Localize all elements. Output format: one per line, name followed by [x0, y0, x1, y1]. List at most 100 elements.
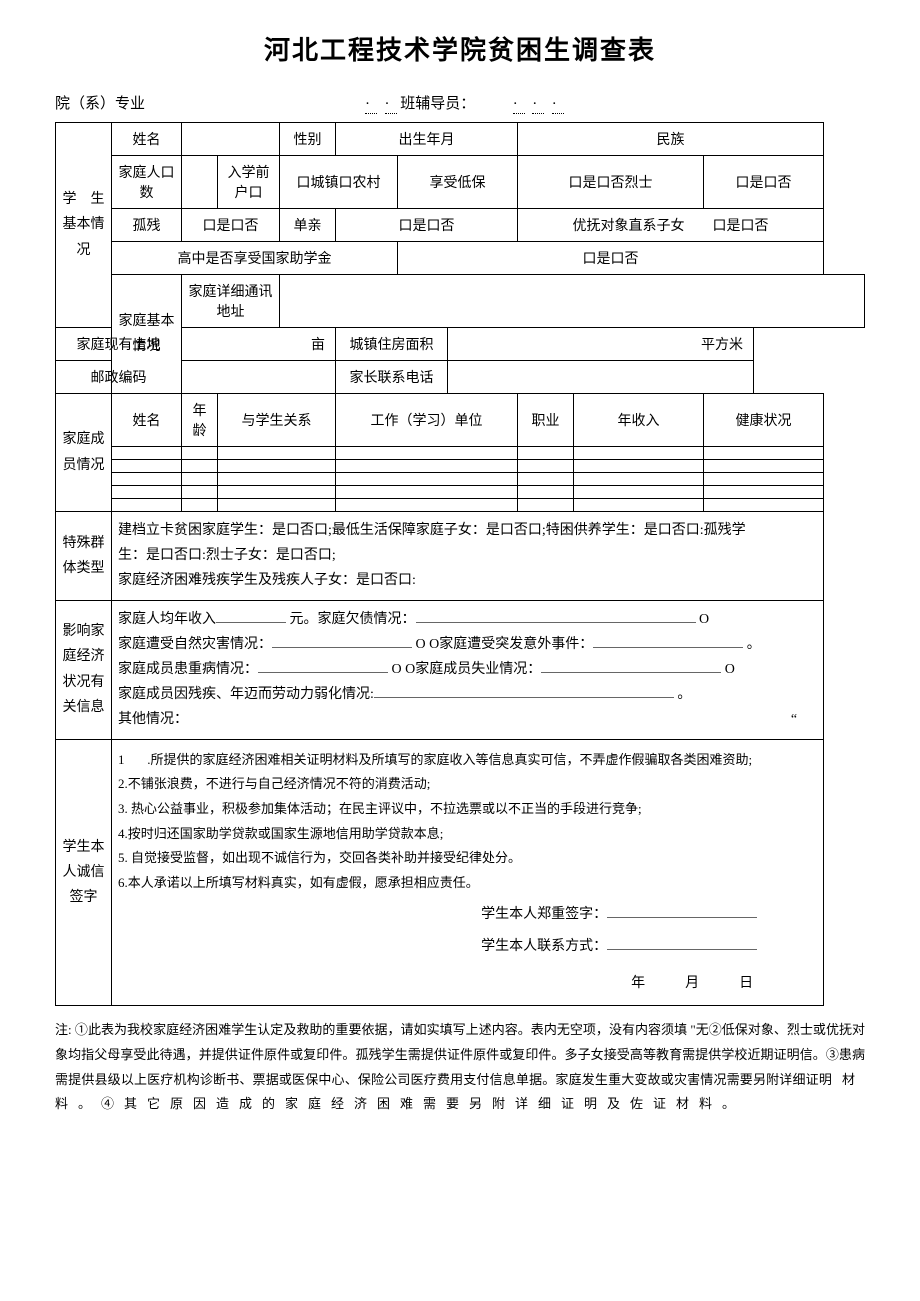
footnote: 注: ①此表为我校家庭经济困难学生认定及救助的重要依据，请如实填写上述内容。表内…: [55, 1018, 865, 1117]
table-row: 学生本人诚信签字 1 .所提供的家庭经济困难相关证明材料及所填写的家庭收入等信息…: [56, 739, 865, 1006]
s5-dot4: 。: [677, 687, 691, 702]
s5-dot2: 。: [747, 637, 761, 652]
section3-label: 家庭成员情况: [56, 394, 112, 512]
col-occupation: 职业: [518, 394, 574, 447]
unit-sqm: 平方米: [448, 328, 754, 361]
label-gender: 性别: [280, 123, 336, 156]
s5-o1: O: [699, 612, 709, 627]
label-house: 城镇住房面积: [336, 328, 448, 361]
field-address[interactable]: [280, 275, 865, 328]
s5-l4: 家庭成员因残疾、年迈而劳动力弱化情况:: [118, 687, 374, 702]
table-row: 邮政编码 家长联系电话: [56, 361, 865, 394]
label-gaozhong: 高中是否享受国家助学金: [112, 242, 398, 275]
s4-line2: 生：是口否口:烈士子女：是口否口;: [118, 543, 817, 568]
sig2-field[interactable]: [607, 949, 757, 950]
label-phone: 家长联系电话: [336, 361, 448, 394]
dot: ·: [552, 96, 564, 114]
s6-i6: 6.本人承诺以上所填写材料真实，如有虚假，愿承担相应责任。: [118, 871, 817, 896]
unit-mu: 亩: [182, 328, 336, 361]
label-youfu[interactable]: 优抚对象直系子女 口是口否: [518, 209, 824, 242]
field-phone[interactable]: [448, 361, 754, 394]
s6-i5: 5. 自觉接受监督，如出现不诚信行为，交回各类补助并接受纪律处分。: [118, 846, 817, 871]
s4-line1: 建档立卡贫困家庭学生：是口否口;最低生活保障家庭子女：是口否口;特困供养学生：是…: [118, 518, 817, 543]
table-row: 家庭人口数 入学前户口 口城镇口农村 享受低保 口是口否烈士 口是口否: [56, 156, 865, 209]
opt-yesno[interactable]: 口是口否: [704, 156, 824, 209]
section6-label: 学生本人诚信签字: [56, 739, 112, 1006]
opt-gaozhong[interactable]: 口是口否: [398, 242, 824, 275]
sig1-label: 学生本人郑重签字：: [481, 907, 607, 922]
s5-o2: O: [416, 637, 426, 652]
col-name: 姓名: [112, 394, 182, 447]
table-row: 家庭成员情况 姓名 年龄 与学生关系 工作（学习）单位 职业 年收入 健康状况: [56, 394, 865, 447]
s5-l3a: 家庭成员患重病情况：: [118, 662, 258, 677]
dot: ·: [513, 96, 525, 114]
main-table: 学 生基本情况 姓名 性别 出生年月 民族 家庭人口数 入学前户口 口城镇口农村…: [55, 122, 865, 1006]
s4-line3: 家庭经济困难残疾学生及残疾人子女：是口否口:: [118, 568, 817, 593]
label-orphan: 孤残: [112, 209, 182, 242]
section4-label: 特殊群体类型: [56, 512, 112, 601]
dot: ·: [385, 96, 397, 114]
label-hukou: 入学前户口: [218, 156, 280, 209]
label-postcode: 邮政编码: [56, 361, 182, 394]
table-row[interactable]: [56, 447, 865, 460]
section1-label: 学 生基本情况: [56, 123, 112, 328]
date-row[interactable]: 年 月 日: [118, 971, 817, 998]
table-row: 特殊群体类型 建档立卡贫困家庭学生：是口否口;最低生活保障家庭子女：是口否口;特…: [56, 512, 865, 601]
col-age: 年龄: [182, 394, 218, 447]
col-income: 年收入: [574, 394, 704, 447]
field-postcode[interactable]: [182, 361, 336, 394]
s6-i1pre: 1: [118, 752, 125, 767]
s6-i1: .所提供的家庭经济困难相关证明材料及所填写的家庭收入等信息真实可信，不弄虚作假骗…: [147, 752, 752, 767]
table-row[interactable]: [56, 486, 865, 499]
sig2-label: 学生本人联系方式：: [481, 939, 607, 954]
field-family-count[interactable]: [182, 156, 218, 209]
opt-single[interactable]: 口是口否: [336, 209, 518, 242]
section6-content: 1 .所提供的家庭经济困难相关证明材料及所填写的家庭收入等信息真实可信，不弄虚作…: [112, 739, 824, 1006]
dot: ·: [365, 96, 377, 114]
s5-l3b: O家庭成员失业情况：: [405, 662, 541, 677]
page-title: 河北工程技术学院贫困生调查表: [55, 30, 865, 67]
field-name[interactable]: [182, 123, 280, 156]
table-row[interactable]: [56, 499, 865, 512]
s5-o3b: O: [725, 662, 735, 677]
label-birth: 出生年月: [336, 123, 518, 156]
dept-label: 院（系）专业: [55, 96, 145, 112]
label-family-count: 家庭人口数: [112, 156, 182, 209]
table-row: 家庭现有土地 亩 城镇住房面积 平方米: [56, 328, 865, 361]
label-name: 姓名: [112, 123, 182, 156]
table-row: 影响家庭经济状况有关信息 家庭人均年收入 元。家庭欠债情况： O 家庭遭受自然灾…: [56, 600, 865, 739]
fn-prefix: 注:: [55, 1022, 75, 1037]
table-row: 学 生基本情况 姓名 性别 出生年月 民族: [56, 123, 865, 156]
table-row[interactable]: [56, 460, 865, 473]
table-row: 高中是否享受国家助学金 口是口否: [56, 242, 865, 275]
opt-orphan[interactable]: 口是口否: [182, 209, 280, 242]
label-single: 单亲: [280, 209, 336, 242]
header-line: 院（系）专业 · · 班辅导员： · · ·: [55, 92, 865, 114]
col-relation: 与学生关系: [218, 394, 336, 447]
dot: ·: [532, 96, 544, 114]
table-row[interactable]: [56, 473, 865, 486]
s5-l5: 其他情况：: [118, 707, 188, 732]
section5-content[interactable]: 家庭人均年收入 元。家庭欠债情况： O 家庭遭受自然灾害情况： O O家庭遭受突…: [112, 600, 824, 739]
s5-l2a: 家庭遭受自然灾害情况：: [118, 637, 272, 652]
s5-l2b: O家庭遭受突发意外事件：: [429, 637, 593, 652]
s6-i3: 3. 热心公益事业，积极参加集体活动；在民主评议中，不拉选票或以不正当的手段进行…: [118, 797, 817, 822]
table-row: 家庭基本情况 家庭详细通讯地址: [56, 275, 865, 328]
s5-l1a: 家庭人均年收入: [118, 612, 216, 627]
label-dibao: 享受低保: [398, 156, 518, 209]
label-nation: 民族: [518, 123, 824, 156]
section5-label: 影响家庭经济状况有关信息: [56, 600, 112, 739]
s6-i4: 4.按时归还国家助学贷款或国家生源地信用助学贷款本息;: [118, 822, 817, 847]
s6-i2: 2.不铺张浪费，不进行与自己经济情况不符的消费活动;: [118, 772, 817, 797]
label-address: 家庭详细通讯地址: [182, 275, 280, 328]
opt-hukou[interactable]: 口城镇口农村: [280, 156, 398, 209]
col-workplace: 工作（学习）单位: [336, 394, 518, 447]
sig1-field[interactable]: [607, 917, 757, 918]
section4-content[interactable]: 建档立卡贫困家庭学生：是口否口;最低生活保障家庭子女：是口否口;特困供养学生：是…: [112, 512, 824, 601]
class-label: 班辅导员：: [400, 96, 475, 112]
s5-quote: “: [791, 707, 797, 732]
fn-t1: ①此表为我校家庭经济困难学生认定及救助的重要依据，请如实填写上述内容。表内无空项…: [55, 1022, 865, 1086]
opt-martyr[interactable]: 口是口否烈士: [518, 156, 704, 209]
col-health: 健康状况: [704, 394, 824, 447]
s5-o3: O: [392, 662, 402, 677]
